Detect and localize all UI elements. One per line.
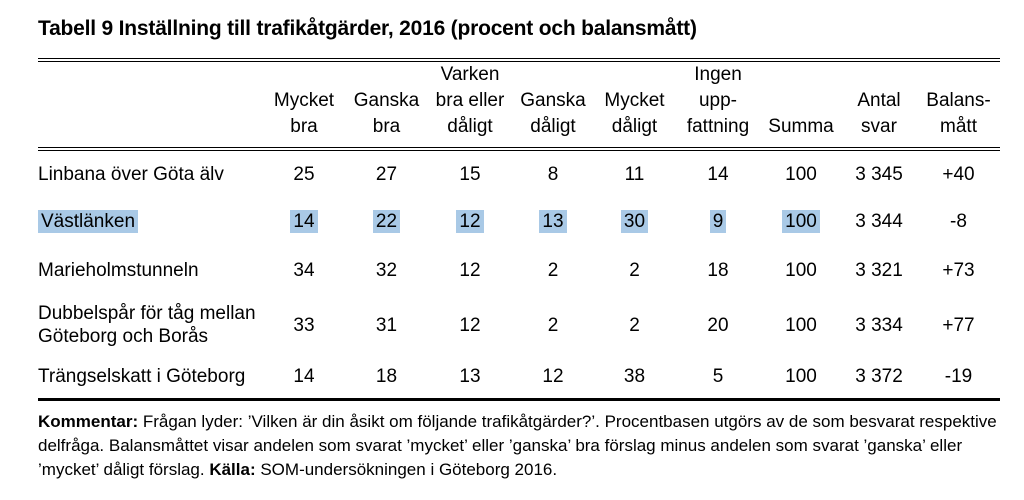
value-cell: 12: [459, 259, 481, 281]
table-row-linbana: Linbana över Göta älv 25 27 15 8 11 14 1…: [38, 149, 1000, 197]
value-cell: 9: [675, 197, 761, 245]
value-cell: 34: [293, 259, 315, 281]
value-cell: 5: [712, 365, 724, 387]
value-cell: +73: [942, 259, 975, 281]
value-cell: 8: [547, 163, 559, 185]
value-cell: 2: [547, 314, 559, 336]
source-text: SOM-undersökningen i Göteborg 2016.: [255, 459, 558, 479]
value-cell: 20: [707, 314, 729, 336]
value-cell: 12: [428, 197, 512, 245]
value-cell: 27: [375, 163, 398, 185]
col-header-varken: Varken bra eller dåligt: [428, 60, 512, 151]
value-cell: 14: [293, 365, 315, 387]
value-cell: 14: [707, 163, 729, 185]
value-cell: -19: [944, 365, 973, 387]
table-row-vastlanken-highlighted: Västlänken 14 22 12 13 30 9 100 3 344 -8: [38, 197, 1000, 245]
value-cell: 33: [293, 314, 315, 336]
traffic-measures-table: Mycket bra Ganska bra Varken bra eller d…: [38, 58, 1000, 401]
value-cell: 100: [785, 163, 817, 185]
value-cell: 13: [512, 197, 594, 245]
value-cell: 11: [624, 163, 645, 185]
value-cell: 32: [375, 259, 398, 281]
row-label: Västlänken: [38, 197, 263, 245]
table-title: Tabell 9 Inställning till trafikåtgärder…: [38, 17, 697, 40]
col-header-ingen-uppfattning: Ingen upp- fattning: [675, 60, 761, 151]
table-comment: Kommentar: Frågan lyder: ’Vilken är din …: [38, 410, 1000, 482]
value-cell: 18: [707, 259, 729, 281]
value-cell: -8: [950, 210, 967, 232]
value-cell: 2: [629, 314, 640, 336]
value-cell: +40: [942, 163, 975, 185]
value-cell: 15: [459, 163, 481, 185]
col-header-ganska-bra: Ganska bra: [345, 60, 428, 151]
col-header-balansmatt: Balans- mått: [917, 60, 1000, 151]
source-label: Källa:: [209, 459, 256, 479]
row-label-text: Marieholmstunneln: [38, 259, 199, 281]
value-cell: 3 344: [855, 210, 903, 232]
row-label: Marieholmstunneln: [38, 245, 263, 295]
row-label-text: Dubbelspår för tåg mellan Göteborg och B…: [38, 303, 256, 347]
comment-text: Frågan lyder: ’Vilken är din åsikt om fö…: [38, 411, 997, 479]
value-cell: 100: [761, 197, 841, 245]
value-cell: 22: [345, 197, 428, 245]
value-cell: 18: [375, 365, 398, 387]
col-header-ganska-daligt: Ganska dåligt: [512, 60, 594, 151]
value-cell: +77: [942, 314, 975, 336]
value-cell: 3 345: [855, 163, 903, 185]
row-label: Dubbelspår för tåg mellan Göteborg och B…: [38, 295, 263, 355]
header-row: Mycket bra Ganska bra Varken bra eller d…: [38, 60, 1000, 151]
value-cell: 12: [542, 365, 564, 387]
value-cell: 100: [785, 259, 817, 281]
value-cell: 100: [785, 314, 817, 336]
row-label-text: Linbana över Göta älv: [38, 163, 224, 185]
comment-label: Kommentar:: [38, 411, 139, 431]
value-cell: 30: [594, 197, 675, 245]
value-cell: 31: [375, 314, 398, 336]
value-cell: 13: [459, 365, 481, 387]
row-label: Linbana över Göta älv: [38, 149, 263, 197]
value-cell: 2: [629, 259, 640, 281]
value-cell: 25: [293, 163, 315, 185]
col-header-empty: [38, 60, 263, 151]
table-row-trangselskatt: Trängselskatt i Göteborg 14 18 13 12 38 …: [38, 355, 1000, 399]
value-cell: 100: [785, 365, 817, 387]
table-row-marieholmstunneln: Marieholmstunneln 34 32 12 2 2 18 100 3 …: [38, 245, 1000, 295]
col-header-mycket-bra: Mycket bra: [263, 60, 345, 151]
value-cell: 2: [547, 259, 559, 281]
table-row-dubbelspar: Dubbelspår för tåg mellan Göteborg och B…: [38, 295, 1000, 355]
col-header-summa: Summa: [761, 60, 841, 151]
value-cell: 3 334: [855, 314, 903, 336]
row-label-text-highlighted: Västlänken: [38, 209, 139, 233]
value-cell: 14: [263, 197, 345, 245]
col-header-mycket-daligt: Mycket dåligt: [594, 60, 675, 151]
row-label: Trängselskatt i Göteborg: [38, 355, 263, 399]
value-cell: 3 372: [855, 365, 903, 387]
value-cell: 38: [623, 365, 646, 387]
value-cell: 12: [459, 314, 481, 336]
row-label-text: Trängselskatt i Göteborg: [38, 365, 246, 387]
col-header-antal-svar: Antal svar: [841, 60, 917, 151]
value-cell: 3 321: [855, 259, 903, 281]
